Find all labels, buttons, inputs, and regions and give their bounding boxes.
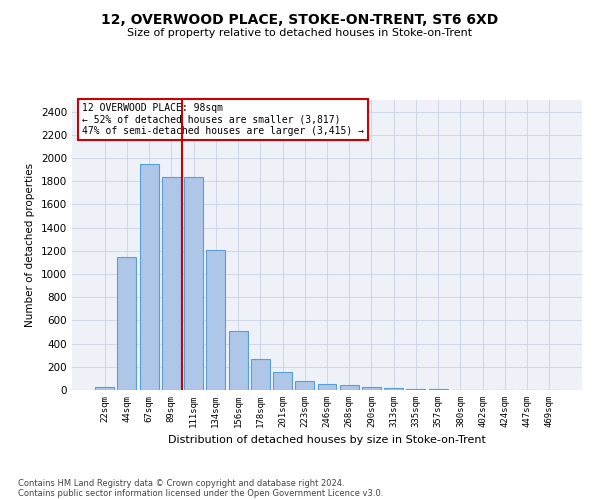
- Bar: [140, 164, 158, 390]
- Text: Contains HM Land Registry data © Crown copyright and database right 2024.: Contains HM Land Registry data © Crown c…: [18, 478, 344, 488]
- Bar: [206, 250, 225, 390]
- Bar: [340, 385, 359, 390]
- Bar: [162, 176, 181, 390]
- Bar: [118, 256, 136, 390]
- Y-axis label: Number of detached properties: Number of detached properties: [25, 163, 35, 327]
- Bar: [273, 372, 292, 390]
- Bar: [317, 384, 337, 390]
- Bar: [184, 176, 203, 390]
- Bar: [406, 388, 425, 390]
- Bar: [229, 331, 248, 390]
- Bar: [95, 386, 114, 390]
- Text: 12, OVERWOOD PLACE, STOKE-ON-TRENT, ST6 6XD: 12, OVERWOOD PLACE, STOKE-ON-TRENT, ST6 …: [101, 12, 499, 26]
- Bar: [251, 360, 270, 390]
- Bar: [384, 388, 403, 390]
- Bar: [295, 380, 314, 390]
- Text: Contains public sector information licensed under the Open Government Licence v3: Contains public sector information licen…: [18, 488, 383, 498]
- Bar: [362, 387, 381, 390]
- Text: 12 OVERWOOD PLACE: 98sqm
← 52% of detached houses are smaller (3,817)
47% of sem: 12 OVERWOOD PLACE: 98sqm ← 52% of detach…: [82, 103, 364, 136]
- Text: Size of property relative to detached houses in Stoke-on-Trent: Size of property relative to detached ho…: [127, 28, 473, 38]
- X-axis label: Distribution of detached houses by size in Stoke-on-Trent: Distribution of detached houses by size …: [168, 436, 486, 446]
